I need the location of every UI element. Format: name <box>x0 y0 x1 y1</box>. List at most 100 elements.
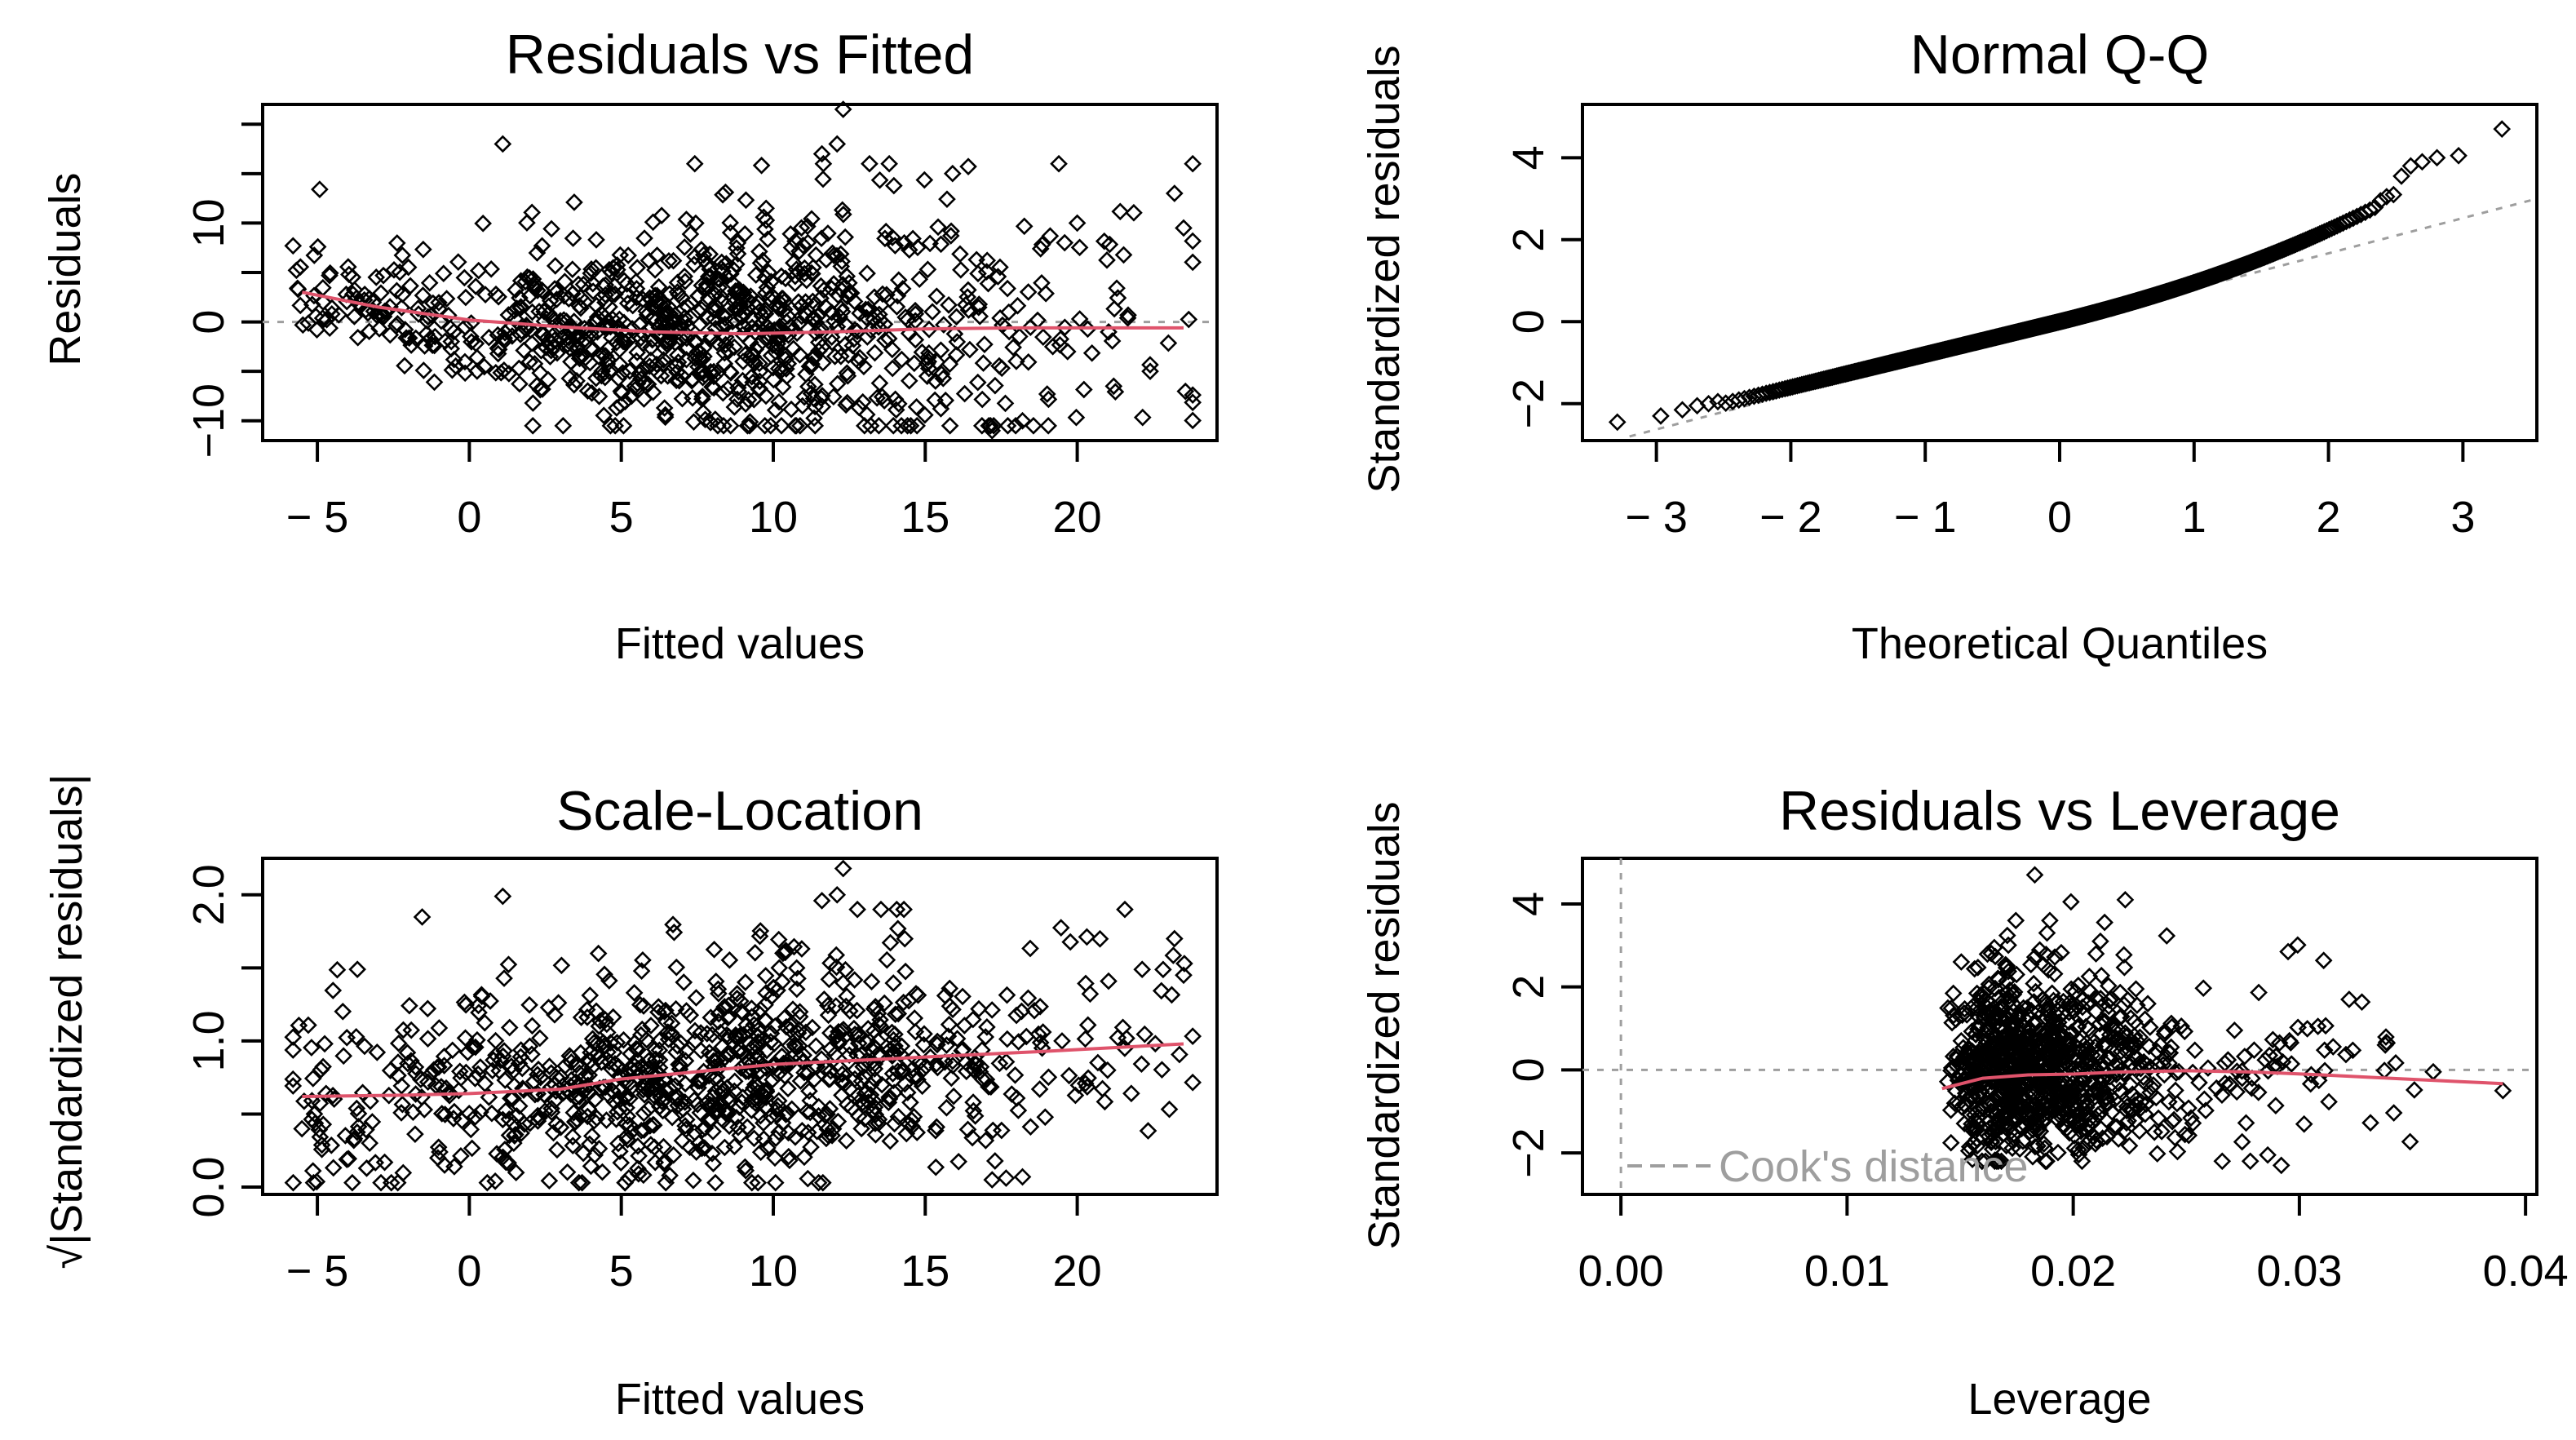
data-point <box>2087 945 2105 963</box>
data-point <box>841 1002 859 1020</box>
data-point <box>1962 1119 1980 1137</box>
data-point <box>1099 1061 1117 1079</box>
data-point <box>2065 1139 2084 1158</box>
data-point <box>766 1017 785 1035</box>
data-point <box>786 416 804 435</box>
data-point <box>2113 1048 2131 1066</box>
data-point <box>788 980 806 999</box>
data-point <box>520 1037 539 1056</box>
data-point <box>918 348 937 367</box>
data-point <box>1019 283 1038 301</box>
data-point <box>768 321 787 339</box>
data-point <box>737 395 755 414</box>
data-point <box>978 1018 996 1036</box>
data-point <box>575 319 594 338</box>
data-point <box>2245 1041 2264 1059</box>
data-point <box>664 251 683 270</box>
data-point <box>821 954 839 973</box>
data-point <box>2062 1023 2081 1041</box>
smooth-line-layer <box>302 290 1184 336</box>
data-point <box>750 362 769 380</box>
data-point <box>567 1088 586 1106</box>
data-point <box>721 1045 740 1063</box>
data-point <box>749 1033 768 1051</box>
y-tick-label: −2 <box>1504 1128 1553 1178</box>
data-point <box>2361 1114 2379 1132</box>
data-point <box>745 1079 763 1097</box>
data-point <box>345 308 364 326</box>
data-point <box>970 295 989 313</box>
data-point <box>990 357 1008 375</box>
data-point <box>546 280 564 298</box>
data-point <box>349 1105 368 1123</box>
data-point <box>387 234 406 252</box>
data-point <box>308 1172 326 1191</box>
data-point <box>2079 994 2097 1012</box>
data-point <box>687 1143 706 1161</box>
data-point <box>1154 960 1172 979</box>
data-point <box>725 1072 744 1091</box>
data-point <box>1030 1080 1049 1098</box>
data-point <box>870 374 889 392</box>
data-point <box>348 328 367 347</box>
data-point <box>812 1050 830 1068</box>
data-point <box>560 370 579 388</box>
data-point <box>885 1114 904 1133</box>
data-point <box>1139 1122 1157 1140</box>
data-point <box>2128 996 2146 1014</box>
data-point <box>1944 984 1963 1003</box>
data-point <box>894 993 913 1012</box>
data-point <box>437 290 456 308</box>
data-point <box>1006 1066 1025 1084</box>
data-point <box>777 269 794 288</box>
data-point <box>1184 1027 1202 1045</box>
data-point <box>356 1037 374 1056</box>
data-point <box>2086 1061 2104 1079</box>
data-point <box>870 1016 888 1034</box>
data-point <box>393 286 412 304</box>
data-point <box>959 157 977 176</box>
data-point <box>2069 1062 2088 1080</box>
data-point <box>344 1131 363 1150</box>
data-point <box>604 310 622 328</box>
data-point <box>681 1006 700 1025</box>
x-tick-label: 2 <box>2317 493 2341 542</box>
data-point <box>593 362 612 380</box>
data-point <box>803 210 821 228</box>
data-point <box>943 164 962 183</box>
data-point <box>632 962 651 980</box>
data-point <box>1051 919 1070 937</box>
data-point <box>445 1102 463 1121</box>
data-point <box>916 405 934 424</box>
data-point <box>558 335 577 354</box>
data-point <box>284 1070 303 1088</box>
panel-normal-qq: Normal Q-Q Theoretical Quantiles Standar… <box>1360 24 2538 668</box>
data-point <box>528 244 547 262</box>
data-point <box>1729 391 1748 410</box>
data-point <box>856 300 875 319</box>
data-point <box>919 359 938 378</box>
data-point <box>981 416 1000 435</box>
data-point <box>524 416 542 435</box>
data-point <box>1175 966 1193 985</box>
data-point <box>680 1138 699 1157</box>
data-point <box>284 237 303 255</box>
y-tick-label: 1.0 <box>184 1010 233 1071</box>
data-point <box>429 1138 448 1157</box>
data-point <box>913 1077 932 1096</box>
data-point <box>284 1041 303 1059</box>
data-point <box>802 384 821 403</box>
data-point <box>710 1004 728 1023</box>
data-point <box>728 379 747 397</box>
data-point <box>2180 1126 2198 1145</box>
data-point <box>2072 1122 2090 1141</box>
data-point <box>703 1026 721 1044</box>
data-point <box>2034 1074 2052 1093</box>
data-point <box>2288 936 2307 955</box>
data-point <box>878 950 896 969</box>
data-point <box>856 1110 874 1128</box>
data-point <box>398 1043 417 1062</box>
data-point <box>848 1046 866 1065</box>
data-point <box>510 1054 529 1073</box>
data-point <box>1089 1053 1107 1072</box>
